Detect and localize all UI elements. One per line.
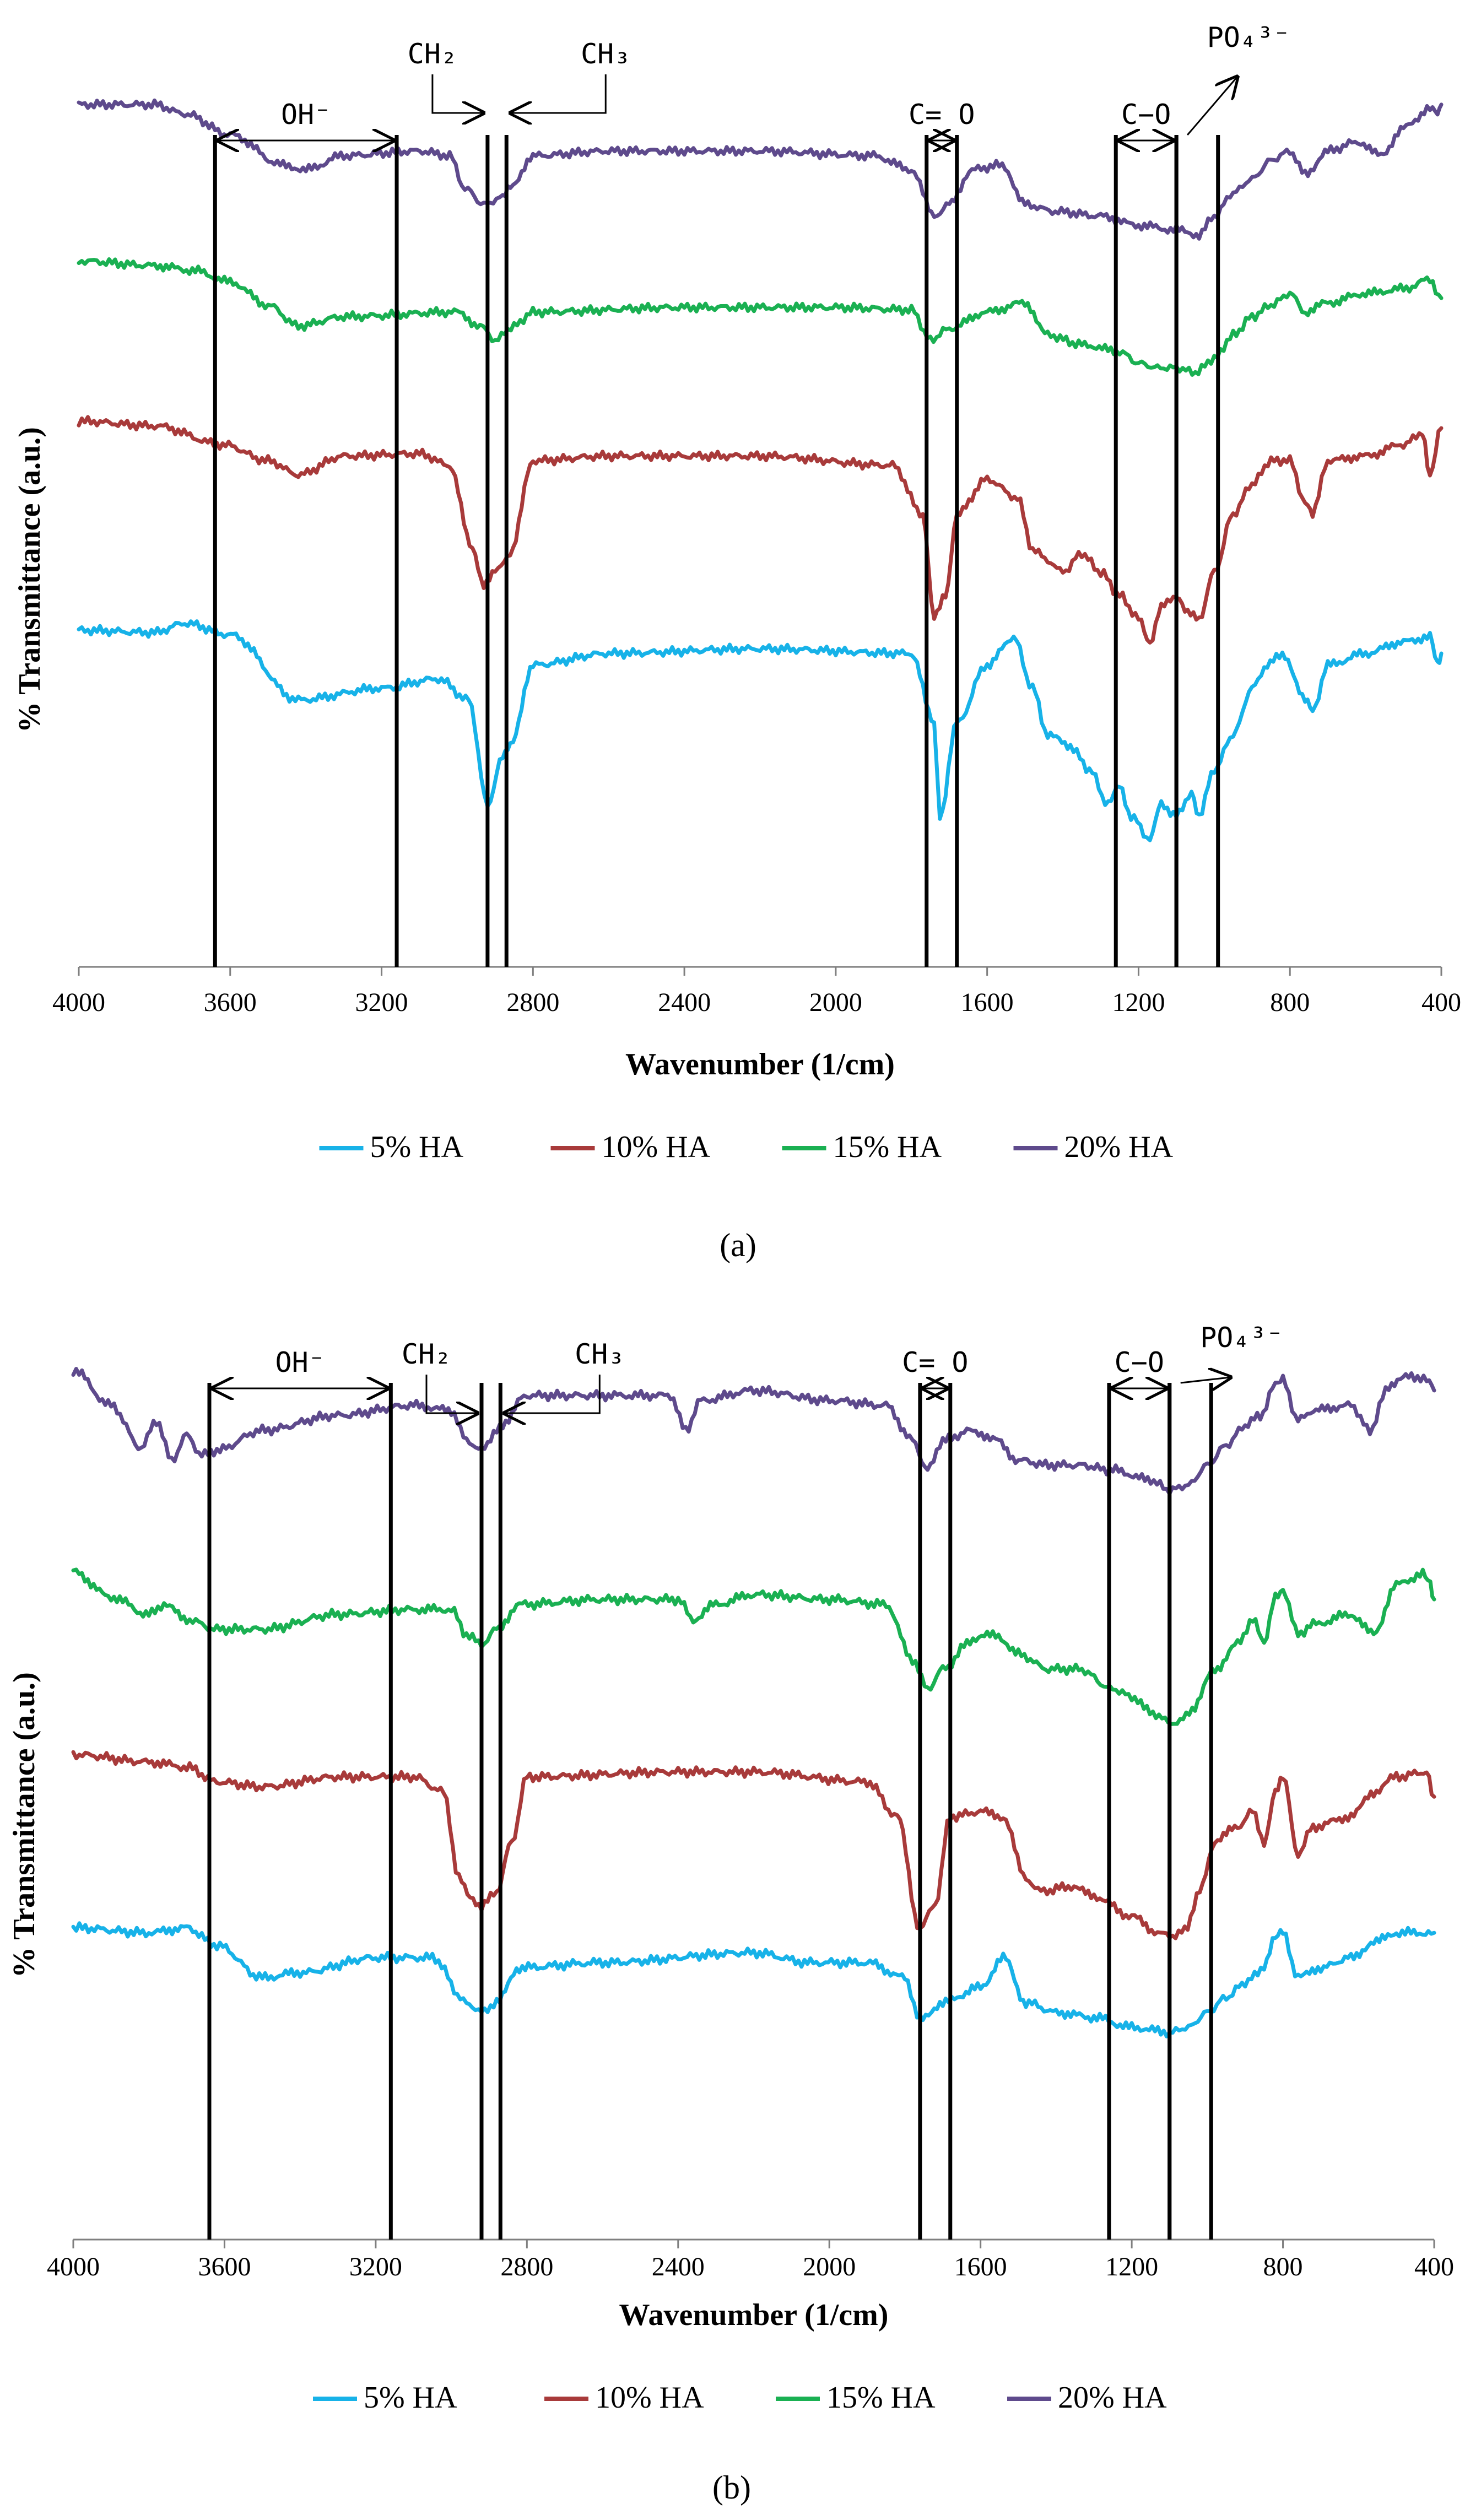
legend-label: 10% HA: [595, 2381, 704, 2415]
x-tick-label: 2400: [652, 2252, 705, 2281]
y-axis-title: % Transmittance (a.u.): [7, 1672, 41, 1978]
x-tick-label: 400: [1414, 2252, 1454, 2281]
x-tick-label: 3200: [349, 2252, 402, 2281]
x-tick-label: 2800: [500, 2252, 553, 2281]
legend-label: 5% HA: [364, 2381, 457, 2415]
x-tick-label: 2000: [803, 2252, 856, 2281]
series-line-10-ha: [77, 415, 1444, 645]
peak-label: C−O: [1121, 99, 1171, 131]
peak-label: C−O: [1115, 1346, 1164, 1378]
x-tick-label: 4000: [47, 2252, 100, 2281]
peak-label: CH₂: [408, 38, 457, 70]
peak-label-phosphate: PO₄³⁻: [1207, 21, 1290, 53]
chart-panel-a: 4000 3600 3200 2800 2400 2000 1600 1200 800 400 Wa…: [13, 21, 1461, 1263]
series-line-15-ha: [71, 1567, 1436, 1726]
x-tick-label: 2400: [658, 988, 711, 1017]
legend-label: 20% HA: [1064, 1130, 1174, 1164]
peak-label: CH₂: [402, 1338, 451, 1370]
peak-label: OH⁻: [275, 1346, 325, 1378]
peak-pointer-arrow: [1180, 1377, 1230, 1383]
x-axis-title: Wavenumber (1/cm): [625, 1047, 895, 1081]
x-tick-label: 2000: [809, 988, 862, 1017]
x-tick-label: 3200: [355, 988, 408, 1017]
x-tick-label: 1600: [961, 988, 1014, 1017]
x-tick-label: 4000: [52, 988, 105, 1017]
peak-label: C= O: [902, 1346, 968, 1378]
panel-label: (b): [712, 2469, 751, 2506]
legend-label: 15% HA: [833, 1130, 942, 1164]
series-line-15-ha: [77, 257, 1444, 377]
peak-pointer-arrow: [1187, 77, 1237, 136]
peak-label: CH₃: [575, 1338, 624, 1370]
peak-pointer-arrow: [505, 1375, 601, 1413]
peak-label: OH⁻: [281, 99, 331, 131]
legend: 5% HA 10% HA 15% HA 20% HA: [319, 1130, 1174, 1164]
legend-label: 10% HA: [602, 1130, 711, 1164]
legend-label: 20% HA: [1058, 2381, 1167, 2415]
series-line-20-ha: [71, 1367, 1436, 1496]
peak-label: CH₃: [581, 38, 630, 70]
peak-pointer-arrow: [425, 1375, 477, 1413]
x-tick-label: 1600: [954, 2252, 1007, 2281]
peak-pointer-arrow: [431, 74, 483, 113]
legend: 5% HA 10% HA 15% HA 20% HA: [313, 2381, 1167, 2415]
legend-label: 5% HA: [370, 1130, 464, 1164]
x-tick-label: 800: [1263, 2252, 1303, 2281]
series-line-5-ha: [71, 1921, 1436, 2038]
panel-label: (a): [720, 1227, 756, 1263]
y-axis-title: % Transmittance (a.u.): [13, 427, 47, 733]
x-tick-label: 400: [1421, 988, 1461, 1017]
series-line-5-ha: [77, 619, 1444, 842]
x-tick-label: 3600: [198, 2252, 251, 2281]
x-tick-label: 2800: [506, 988, 559, 1017]
x-axis-title: Wavenumber (1/cm): [619, 2298, 889, 2332]
x-tick-label: 1200: [1112, 988, 1165, 1017]
chart-panel-b: 4000 3600 3200 2800 2400 2000 1600 1200 800 400 Wa…: [7, 1322, 1454, 2506]
peak-label: C= O: [909, 99, 975, 131]
x-tick-label: 800: [1270, 988, 1310, 1017]
peak-label-phosphate: PO₄³⁻: [1200, 1322, 1283, 1354]
x-tick-label: 3600: [204, 988, 257, 1017]
peak-pointer-arrow: [511, 74, 607, 113]
series-line-10-ha: [71, 1750, 1436, 1940]
x-tick-label: 1200: [1105, 2252, 1158, 2281]
legend-label: 15% HA: [826, 2381, 936, 2415]
